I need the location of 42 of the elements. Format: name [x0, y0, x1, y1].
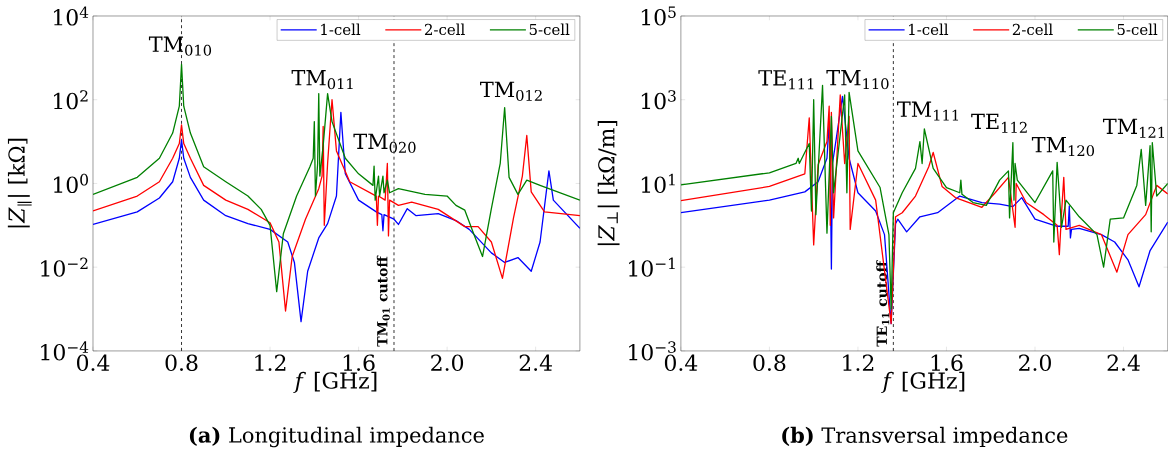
- y-tick-label: 10$^{4}$: [54, 6, 89, 26]
- y-tick-label: 10$^{1}$: [641, 173, 675, 194]
- y-tick-label: 10$^{−1}$: [629, 257, 675, 277]
- legend-label: 2-cell: [1012, 23, 1053, 36]
- x-tick-label: 1.6: [931, 354, 963, 372]
- annotation: TM$_{011}$: [291, 70, 353, 90]
- y-tick-label: 10$^{3}$: [641, 90, 676, 110]
- legend-label: 1-cell: [909, 23, 949, 36]
- annotation: TE$_{112}$: [971, 113, 1027, 133]
- x-tick-label: 1.6: [343, 354, 375, 372]
- ref-line-label: TM$_{01}$ cutoff: [376, 255, 390, 347]
- x-tick-label: 2.0: [431, 354, 464, 372]
- x-axis-title: f [GHz]: [293, 371, 377, 394]
- text: (a) Longitudinal impedance: [189, 426, 484, 448]
- x-tick-label: 2.4: [519, 354, 552, 372]
- annotation: TM$_{020}$: [353, 133, 416, 153]
- y-tick-label: 10$^{2}$: [54, 90, 88, 110]
- x-tick-label: 0.8: [753, 354, 786, 372]
- x-tick-label: 1.2: [255, 354, 286, 372]
- y-tick-label: 10$^{−2}$: [41, 257, 88, 277]
- legend-label: 5-cell: [529, 23, 570, 36]
- annotation: TM$_{012}$: [480, 81, 542, 102]
- y-tick-label: 10$^{5}$: [641, 6, 676, 26]
- x-tick-label: 2.4: [1107, 354, 1140, 372]
- annotation: TM$_{111}$: [897, 101, 959, 121]
- y-axis-title: |Z$_{∥}$| [kΩ]: [7, 138, 32, 228]
- x-tick-label: 2.0: [1019, 354, 1051, 372]
- y-axis-title: |Z$_{⊥}$| [kΩ/m]: [597, 120, 620, 246]
- x-tick-label: 0.8: [165, 354, 198, 372]
- ref-line-label: TE$_{11}$ cutoff: [876, 260, 890, 347]
- annotation: TM$_{121}$: [1102, 118, 1165, 138]
- legend-label: 5-cell: [1117, 23, 1158, 36]
- y-tick-label: 10$^{0}$: [54, 173, 88, 194]
- annotation: TM$_{120}$: [1031, 137, 1095, 157]
- x-tick-label: 1.2: [843, 354, 874, 372]
- annotation: TM$_{110}$: [826, 70, 889, 90]
- annotation: TE$_{111}$: [758, 70, 814, 90]
- legend-label: 1-cell: [321, 23, 361, 36]
- text: (b) Transversal impedance: [782, 426, 1068, 448]
- legend-label: 2-cell: [424, 23, 465, 36]
- x-axis-title: f [GHz]: [881, 371, 965, 394]
- annotation: TM$_{010}$: [148, 36, 212, 56]
